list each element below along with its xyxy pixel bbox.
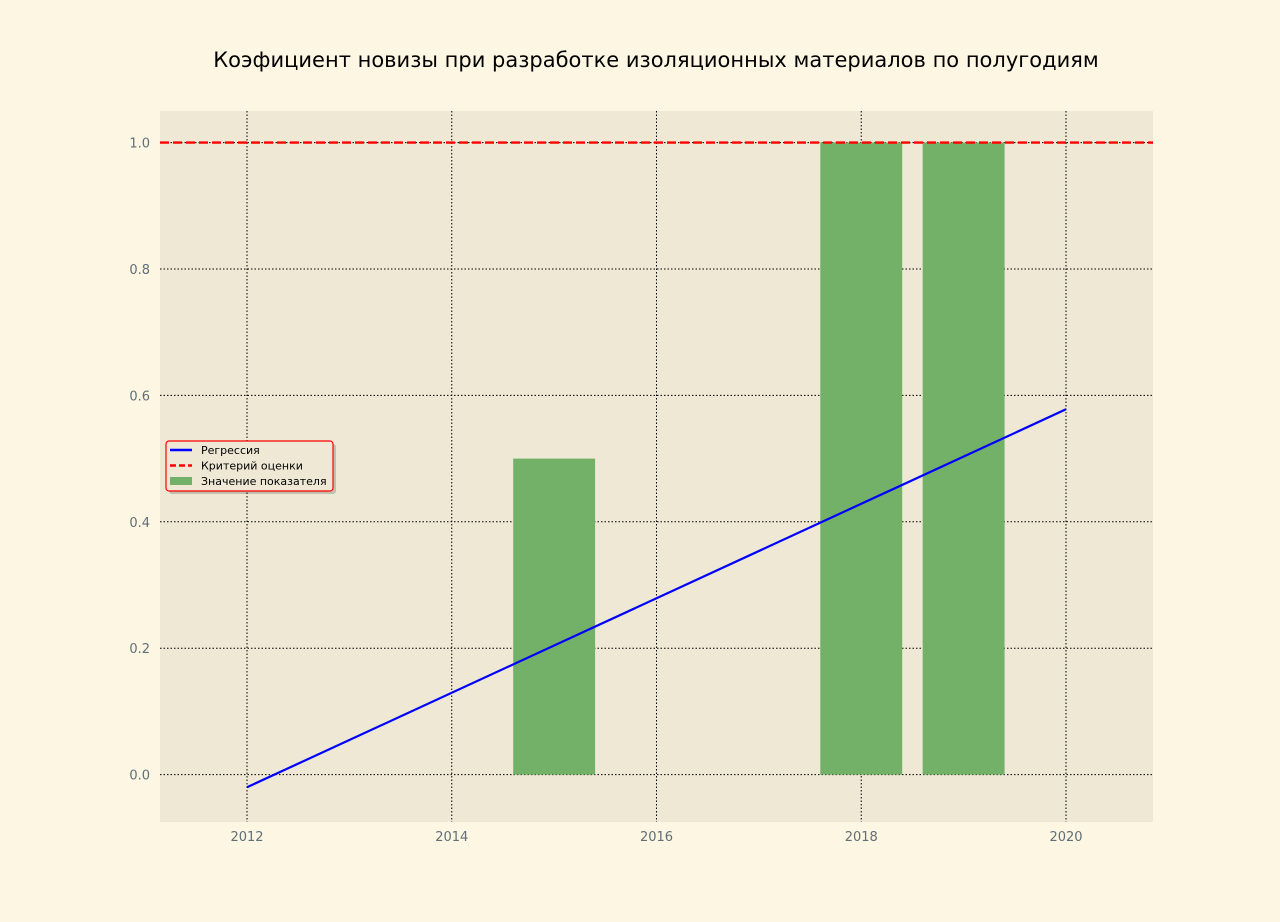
- legend-swatch-bar: [170, 477, 192, 485]
- x-tick-label: 2012: [230, 830, 263, 845]
- bar: [820, 142, 903, 775]
- legend-label: Регрессия: [201, 444, 260, 457]
- y-tick-label: 0.4: [129, 516, 150, 531]
- y-tick-label: 0.6: [129, 389, 150, 404]
- legend: Регрессия Критерий оценки Значение показат…: [165, 440, 336, 494]
- bars-layer: [513, 142, 1005, 775]
- x-tick-label: 2020: [1049, 830, 1082, 845]
- y-tick-label: 0.0: [129, 769, 150, 784]
- y-tick-label: 0.8: [129, 263, 150, 278]
- x-axis-ticks: 2012 2014 2016 2018 2020: [230, 830, 1082, 845]
- y-tick-label: 1.0: [129, 137, 150, 152]
- legend-label: Критерий оценки: [201, 460, 303, 473]
- x-tick-label: 2014: [435, 830, 468, 845]
- x-tick-label: 2018: [845, 830, 878, 845]
- bar: [922, 142, 1005, 775]
- x-tick-label: 2016: [640, 830, 673, 845]
- legend-box: [165, 440, 334, 492]
- y-tick-label: 0.2: [129, 642, 150, 657]
- legend-label: Значение показателя: [201, 475, 327, 488]
- chart-title: Коэфициент новизы при разработке изоляци…: [213, 48, 1099, 72]
- y-axis-ticks: 0.0 0.2 0.4 0.6 0.8 1.0: [129, 137, 150, 784]
- regression-line: [246, 408, 1067, 789]
- bar: [513, 458, 596, 775]
- lines-layer: [160, 141, 1153, 789]
